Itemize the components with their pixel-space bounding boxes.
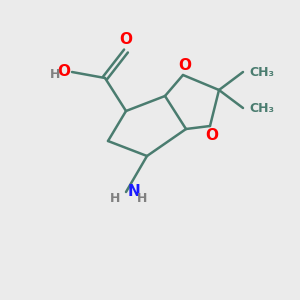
- Text: O: O: [119, 32, 133, 46]
- Text: H: H: [110, 191, 121, 205]
- Text: O: O: [178, 58, 191, 74]
- Text: N: N: [128, 184, 140, 200]
- Text: CH₃: CH₃: [249, 101, 274, 115]
- Text: H: H: [137, 191, 148, 205]
- Text: O: O: [58, 64, 70, 80]
- Text: H: H: [50, 68, 61, 82]
- Text: CH₃: CH₃: [249, 65, 274, 79]
- Text: O: O: [205, 128, 218, 142]
